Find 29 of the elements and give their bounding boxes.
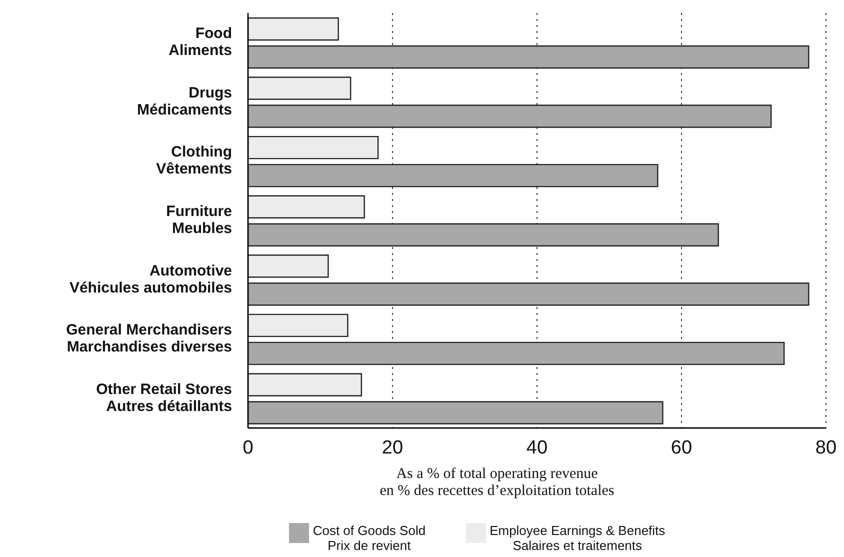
bar bbox=[248, 401, 664, 424]
bar bbox=[248, 314, 348, 338]
legend-label: Cost of Goods Sold Prix de revient bbox=[312, 523, 426, 553]
bar bbox=[248, 17, 339, 41]
y-tick-label: Clothing Vêtements bbox=[156, 144, 232, 178]
y-tick-label: Drugs Médicaments bbox=[136, 84, 232, 118]
bar bbox=[248, 136, 379, 160]
bar bbox=[248, 373, 362, 396]
y-tick-label: Food Aliments bbox=[168, 25, 232, 60]
x-tick-label: 0 bbox=[242, 437, 254, 458]
x-tick-label: 40 bbox=[526, 437, 548, 458]
x-tick-label: 20 bbox=[382, 437, 404, 458]
x-axis-title: As a % of total operating revenue en % des recettes d’exploitation totales bbox=[380, 466, 614, 499]
y-tick-label: Other Retail Stores Autres détaillants bbox=[96, 380, 232, 415]
bar bbox=[248, 195, 365, 218]
bar bbox=[248, 223, 719, 246]
bar bbox=[248, 164, 658, 188]
bar bbox=[248, 76, 352, 100]
bar bbox=[248, 282, 810, 306]
bar bbox=[248, 104, 772, 128]
bar bbox=[248, 254, 329, 278]
legend-label: Employee Earnings & Benefits Salaires et traitements bbox=[490, 523, 666, 553]
bar bbox=[248, 342, 785, 366]
y-tick-label: Automotive Véhicules automobiles bbox=[69, 262, 232, 296]
y-tick-label: General Merchandisers Marchandises diverses bbox=[66, 322, 232, 356]
x-tick-label: 80 bbox=[815, 437, 837, 458]
y-tick-label: Furniture Meubles bbox=[166, 202, 232, 237]
x-tick-label: 60 bbox=[670, 437, 692, 458]
bar bbox=[248, 45, 810, 69]
